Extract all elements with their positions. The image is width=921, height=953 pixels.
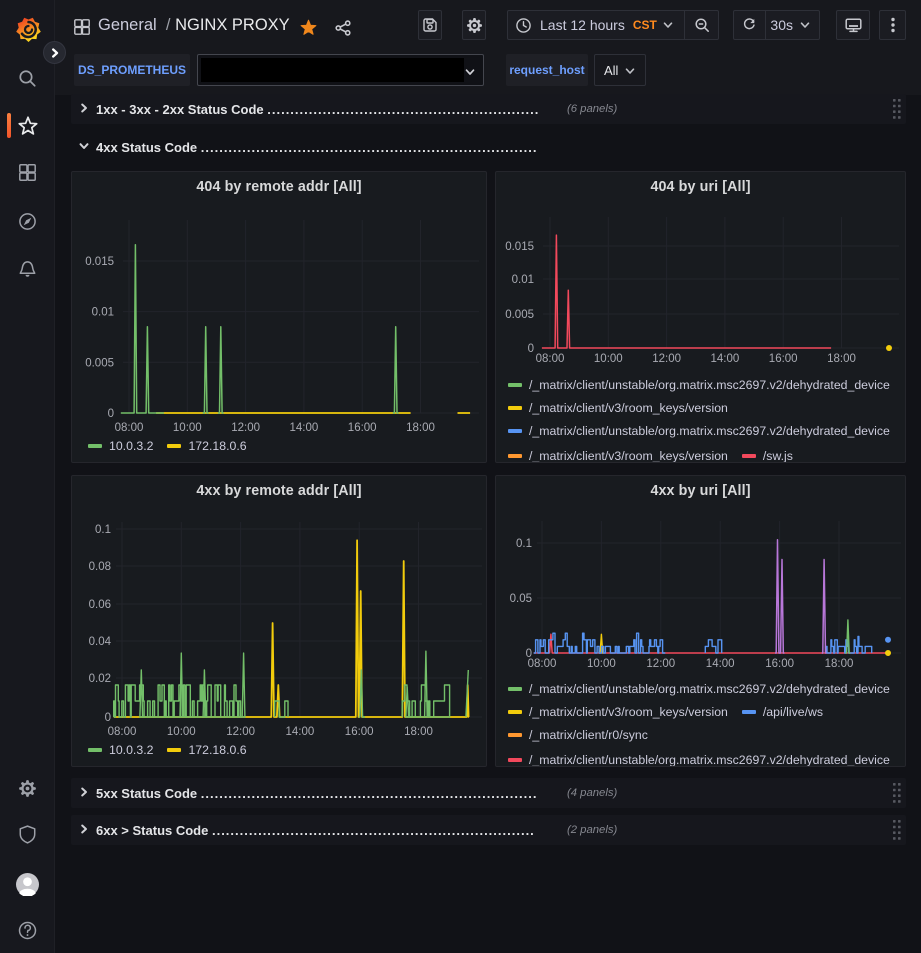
svg-text:0.1: 0.1 [516, 538, 532, 550]
svg-text:0: 0 [528, 343, 534, 355]
svg-text:0.05: 0.05 [510, 593, 532, 605]
svg-text:0.01: 0.01 [92, 307, 114, 319]
svg-text:08:00: 08:00 [108, 726, 137, 738]
svg-text:10:00: 10:00 [167, 726, 196, 738]
svg-text:18:00: 18:00 [406, 422, 435, 434]
svg-text:18:00: 18:00 [825, 658, 854, 670]
svg-text:08:00: 08:00 [536, 353, 565, 365]
svg-text:08:00: 08:00 [528, 658, 557, 670]
svg-text:14:00: 14:00 [706, 658, 735, 670]
svg-text:0.005: 0.005 [505, 309, 534, 321]
svg-text:0.015: 0.015 [85, 256, 114, 268]
svg-text:18:00: 18:00 [827, 353, 856, 365]
svg-text:14:00: 14:00 [286, 726, 315, 738]
svg-text:18:00: 18:00 [404, 726, 433, 738]
svg-text:10:00: 10:00 [594, 353, 623, 365]
svg-text:0: 0 [526, 648, 532, 660]
svg-text:10:00: 10:00 [587, 658, 616, 670]
svg-text:12:00: 12:00 [652, 353, 681, 365]
svg-text:12:00: 12:00 [226, 726, 255, 738]
svg-text:16:00: 16:00 [769, 353, 798, 365]
svg-text:0.08: 0.08 [89, 561, 111, 573]
svg-text:0.02: 0.02 [89, 673, 111, 685]
svg-text:10:00: 10:00 [173, 422, 202, 434]
svg-text:0: 0 [105, 712, 111, 724]
svg-text:0.1: 0.1 [95, 524, 111, 536]
svg-text:0.01: 0.01 [512, 274, 534, 286]
svg-text:0.015: 0.015 [505, 241, 534, 253]
svg-text:0: 0 [108, 408, 114, 420]
svg-text:14:00: 14:00 [290, 422, 319, 434]
svg-text:0.005: 0.005 [85, 357, 114, 369]
svg-text:0.06: 0.06 [89, 599, 111, 611]
svg-text:16:00: 16:00 [345, 726, 374, 738]
svg-text:16:00: 16:00 [765, 658, 794, 670]
svg-text:16:00: 16:00 [348, 422, 377, 434]
svg-text:0.04: 0.04 [89, 636, 112, 648]
svg-text:12:00: 12:00 [231, 422, 260, 434]
svg-text:12:00: 12:00 [646, 658, 675, 670]
svg-text:14:00: 14:00 [711, 353, 740, 365]
svg-text:08:00: 08:00 [115, 422, 144, 434]
